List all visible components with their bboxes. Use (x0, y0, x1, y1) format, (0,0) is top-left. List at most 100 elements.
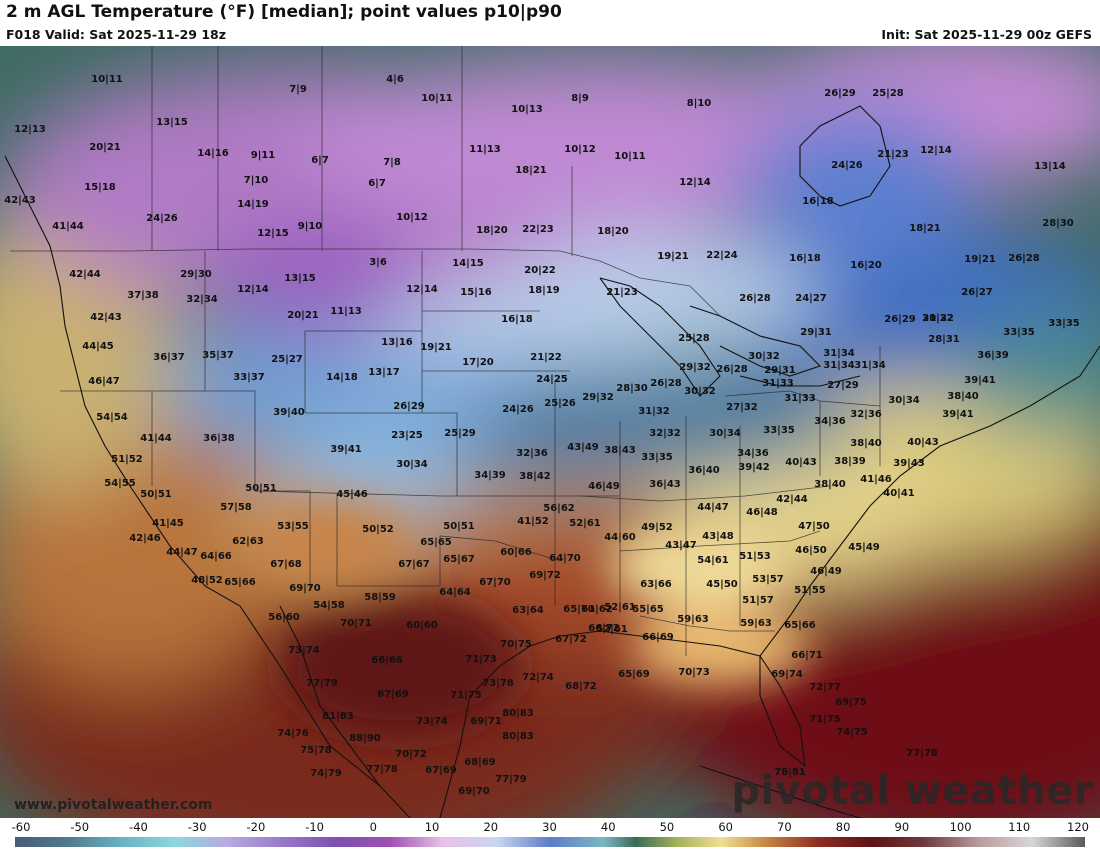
point-value-label: 65|70 (563, 604, 595, 615)
point-value-label: 65|66 (224, 577, 256, 588)
point-value-label: 26|27 (961, 287, 993, 298)
point-value-label: 40|43 (785, 457, 817, 468)
point-value-label: 70|71 (340, 618, 372, 629)
point-value-label: 39|41 (330, 444, 362, 455)
point-value-label: 18|21 (909, 223, 941, 234)
point-value-label: 70|75 (500, 639, 532, 650)
point-value-label: 32|36 (516, 448, 548, 459)
color-scale-tick: -50 (70, 820, 90, 834)
point-value-label: 39|41 (964, 375, 996, 386)
point-value-label: 12|14 (920, 145, 952, 156)
point-value-label: 20|21 (89, 142, 121, 153)
point-value-label: 22|24 (706, 250, 738, 261)
point-value-label: 27|32 (726, 402, 758, 413)
point-value-label: 31|33 (784, 393, 816, 404)
point-value-label: 33|35 (763, 425, 795, 436)
point-value-label: 46|50 (795, 545, 827, 556)
point-value-label: 54|61 (697, 555, 729, 566)
point-value-label: 25|29 (444, 428, 476, 439)
color-scale-tick: 50 (659, 820, 675, 834)
color-scale-tick: 90 (894, 820, 910, 834)
point-value-label: 32|32 (649, 428, 681, 439)
color-scale-tick: 80 (835, 820, 851, 834)
point-value-label: 74|76 (277, 728, 309, 739)
point-value-label: 66|72 (588, 623, 620, 634)
color-scale-tick: 0 (369, 820, 377, 834)
point-value-label: 36|38 (203, 433, 235, 444)
point-value-label: 36|40 (688, 465, 720, 476)
point-value-label: 71|73 (465, 654, 497, 665)
point-value-label: 81|83 (322, 711, 354, 722)
point-value-label: 44|60 (604, 532, 636, 543)
temperature-map[interactable]: 10|11 7|9 4|6 10|11 10|13 8|9 8|10 26|29 25|28 12… (0, 46, 1100, 818)
color-scale-tick: -10 (305, 820, 325, 834)
point-value-label: 54|54 (96, 412, 128, 423)
point-value-label: 54|55 (104, 478, 136, 489)
point-value-label: 19|21 (420, 342, 452, 353)
point-value-label: 30|34 (709, 428, 741, 439)
point-value-label: 69|70 (289, 583, 321, 594)
point-value-label: 24|27 (795, 293, 827, 304)
point-value-label: 61|62 (581, 604, 613, 615)
point-value-label: 25|28 (678, 333, 710, 344)
point-value-label: 67|68 (270, 559, 302, 570)
point-value-label: 69|70 (458, 786, 490, 797)
point-value-label: 38|40 (850, 438, 882, 449)
point-value-label: 74|75 (836, 727, 868, 738)
point-value-label: 10|11 (421, 93, 453, 104)
point-value-label: 30|32 (922, 313, 954, 324)
point-value-label: 18|21 (515, 165, 547, 176)
point-value-label: 63|66 (640, 579, 672, 590)
point-value-label: 7|8 (383, 157, 401, 168)
point-value-label: 52|61 (569, 518, 601, 529)
point-value-label: 34|36 (737, 448, 769, 459)
point-value-label: 28|30 (616, 383, 648, 394)
point-value-label: 36|39 (977, 350, 1009, 361)
point-value-label: 16|18 (501, 314, 533, 325)
point-value-label: 16|18 (789, 253, 821, 264)
point-value-label: 10|11 (91, 74, 123, 85)
point-value-label: 13|17 (368, 367, 400, 378)
point-value-label: 7|9 (289, 84, 307, 95)
point-value-label: 32|34 (186, 294, 218, 305)
point-value-label: 73|74 (288, 645, 320, 656)
point-value-label: 50|51 (140, 489, 172, 500)
point-value-label: 14|18 (326, 372, 358, 383)
point-value-label: 34|39 (474, 470, 506, 481)
point-value-label: 36|43 (649, 479, 681, 490)
point-value-label: 14|15 (452, 258, 484, 269)
point-value-label: 46|48 (746, 507, 778, 518)
point-value-label: 41|45 (152, 518, 184, 529)
point-value-label: 34|36 (814, 416, 846, 427)
point-value-label: 11|13 (330, 306, 362, 317)
point-value-label: 26|28 (716, 364, 748, 375)
point-value-label: 26|28 (739, 293, 771, 304)
point-value-label: 21|23 (877, 149, 909, 160)
point-value-label: 65|66 (784, 620, 816, 631)
point-value-label: 13|14 (1034, 161, 1066, 172)
point-value-label: 25|27 (271, 354, 303, 365)
point-value-label: 19|21 (964, 254, 996, 265)
point-value-label: 39|41 (942, 409, 974, 420)
point-value-label: 18|20 (476, 225, 508, 236)
point-value-label: 50|52 (362, 524, 394, 535)
point-value-label: 74|79 (310, 768, 342, 779)
point-value-label: 41|52 (517, 516, 549, 527)
point-value-label: 69|71 (470, 716, 502, 727)
point-value-label: 21|22 (922, 313, 954, 324)
point-value-label: 38|40 (947, 391, 979, 402)
point-value-label: 40|41 (883, 488, 915, 499)
point-value-label: 25|28 (872, 88, 904, 99)
point-value-label: 44|45 (82, 341, 114, 352)
point-value-label: 62|63 (232, 536, 264, 547)
point-value-label: 41|46 (860, 474, 892, 485)
point-value-label: 41|44 (140, 433, 172, 444)
point-value-label: 19|21 (657, 251, 689, 262)
point-value-label: 16|18 (802, 196, 834, 207)
point-value-label: 24|25 (536, 374, 568, 385)
point-value-label: 26|28 (1008, 253, 1040, 264)
point-value-label: 16|20 (850, 260, 882, 271)
point-value-label: 50|51 (443, 521, 475, 532)
point-value-label: 25|26 (544, 398, 576, 409)
point-value-label: 33|37 (233, 372, 265, 383)
